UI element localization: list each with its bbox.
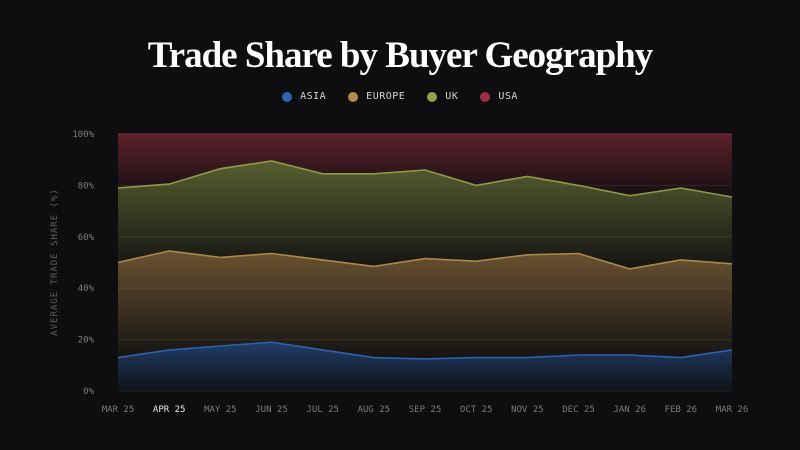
area-asia[interactable] — [118, 342, 732, 391]
x-tick-apr-25: APR 25 — [153, 405, 186, 415]
area-usa[interactable] — [118, 134, 732, 197]
legend-swatch-asia — [282, 91, 293, 102]
legend-label-uk: UK — [445, 91, 459, 102]
x-tick-nov-25: NOV 25 — [511, 405, 544, 415]
y-tick-label: 0% — [83, 387, 94, 397]
legend-swatch-europe — [348, 91, 359, 102]
legend-item-usa[interactable]: USA — [480, 91, 518, 102]
legend-label-asia: ASIA — [300, 91, 327, 102]
series-lines — [117, 133, 733, 360]
x-tick-mar-25: MAR 25 — [102, 405, 135, 415]
y-tick-label: 60% — [78, 233, 95, 243]
area-series — [118, 134, 732, 391]
legend-label-europe: EUROPE — [366, 91, 406, 102]
area-uk[interactable] — [118, 161, 732, 269]
line-europe — [117, 250, 733, 270]
x-tick-sep-25: SEP 25 — [409, 405, 442, 415]
x-tick-jan-26: JAN 26 — [613, 405, 646, 415]
legend-swatch-usa — [480, 91, 491, 102]
x-tick-mar-26: MAR 26 — [716, 405, 749, 415]
legend-swatch-uk — [427, 91, 438, 102]
x-tick-feb-26: FEB 26 — [665, 405, 698, 415]
legend-item-uk[interactable]: UK — [427, 91, 458, 102]
x-tick-dec-25: DEC 25 — [562, 405, 595, 415]
line-uk — [117, 160, 733, 198]
legend-item-europe[interactable]: EUROPE — [348, 91, 405, 102]
area-europe[interactable] — [118, 250, 732, 359]
chart-legend: ASIA EUROPE UK USA — [0, 91, 800, 102]
y-tick-label: 40% — [78, 284, 95, 294]
x-tick-jul-25: JUL 25 — [306, 405, 339, 415]
legend-label-usa: USA — [498, 91, 518, 102]
y-axis-label: AVERAGE TRADE SHARE (%) — [50, 188, 60, 336]
x-tick-aug-25: AUG 25 — [358, 405, 391, 415]
x-tick-oct-25: OCT 25 — [460, 405, 493, 415]
y-tick-label: 20% — [78, 336, 95, 346]
line-asia — [117, 341, 733, 360]
y-axis: 0% 20% 40% 60% 80% 100% — [72, 130, 94, 397]
y-tick-label: 100% — [72, 130, 94, 140]
legend-item-asia[interactable]: ASIA — [282, 91, 326, 102]
y-tick-label: 80% — [78, 181, 95, 191]
chart-title: Trade Share by Buyer Geography — [147, 35, 653, 76]
x-tick-jun-25: JUN 25 — [255, 405, 288, 415]
x-tick-may-25: MAY 25 — [204, 405, 237, 415]
x-axis: MAR 25 APR 25 MAY 25 JUN 25 JUL 25 AUG 25 SEP … — [102, 405, 749, 415]
